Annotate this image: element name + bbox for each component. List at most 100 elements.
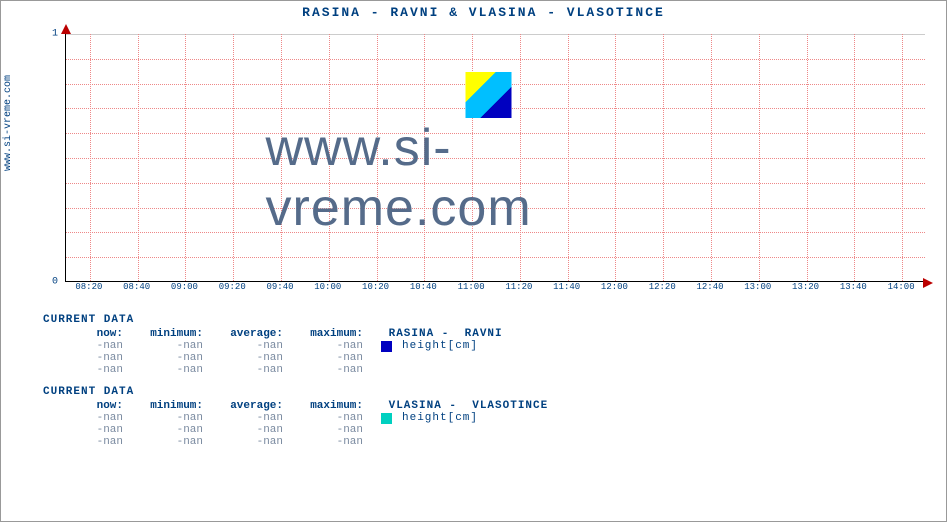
table-cell: -nan — [203, 340, 283, 352]
table-cell: -nan — [283, 424, 363, 436]
table-cell: -nan — [203, 352, 283, 364]
x-tick-label: 09:20 — [219, 282, 246, 292]
table-row: -nan-nan-nan-nan — [43, 424, 936, 436]
table-cell: -nan — [43, 412, 123, 424]
x-gridline — [568, 34, 569, 281]
x-tick-label: 13:40 — [840, 282, 867, 292]
table-cell: -nan — [43, 364, 123, 376]
table-cell: -nan — [123, 412, 203, 424]
x-tick-label: 14:00 — [888, 282, 915, 292]
x-tick-label: 13:00 — [744, 282, 771, 292]
y-minor-gridline — [66, 108, 925, 109]
x-gridline — [233, 34, 234, 281]
x-tick-label: 11:20 — [505, 282, 532, 292]
y-gridline — [66, 34, 925, 35]
x-tick-label: 12:40 — [696, 282, 723, 292]
table-cell: -nan — [123, 352, 203, 364]
table-header-cell: maximum: — [283, 400, 363, 412]
series-name: VLASINA - VLASOTINCE — [381, 400, 548, 412]
metric-label: height[cm] — [381, 340, 478, 352]
table-cell: -nan — [203, 412, 283, 424]
series-label: RASINA - RAVNI — [381, 328, 503, 340]
data-block-heading: CURRENT DATA — [43, 386, 936, 398]
x-tick-label: 10:20 — [362, 282, 389, 292]
x-tick-label: 12:20 — [649, 282, 676, 292]
x-tick-label: 08:40 — [123, 282, 150, 292]
x-gridline — [377, 34, 378, 281]
table-row: -nan-nan-nan-nanheight[cm] — [43, 412, 936, 424]
data-block: CURRENT DATA now:minimum:average:maximum:… — [43, 386, 936, 448]
table-header-cell: maximum: — [283, 328, 363, 340]
x-tick-label: 10:40 — [410, 282, 437, 292]
x-gridline — [759, 34, 760, 281]
x-tick-label: 13:20 — [792, 282, 819, 292]
table-cell: -nan — [123, 436, 203, 448]
y-axis-arrow-icon — [61, 24, 71, 34]
series-swatch-icon — [381, 413, 392, 424]
table-cell: -nan — [43, 436, 123, 448]
x-gridline — [424, 34, 425, 281]
x-tick-label: 10:00 — [314, 282, 341, 292]
table-row: -nan-nan-nan-nan — [43, 436, 936, 448]
chart-title: RASINA - RAVNI & VLASINA - VLASOTINCE — [31, 5, 936, 20]
table-cell: -nan — [283, 412, 363, 424]
x-gridline — [902, 34, 903, 281]
metric-text: height[cm] — [402, 412, 478, 424]
x-gridline — [90, 34, 91, 281]
chart-area: 01 www.si-vreme.com 08:2008:4009:0009:20… — [43, 26, 933, 306]
x-gridline — [807, 34, 808, 281]
table-cell: -nan — [203, 364, 283, 376]
x-gridline — [138, 34, 139, 281]
x-gridline — [520, 34, 521, 281]
plot-area: 01 — [65, 34, 925, 282]
table-cell: -nan — [283, 340, 363, 352]
table-cell: -nan — [203, 424, 283, 436]
y-minor-gridline — [66, 84, 925, 85]
x-gridline — [472, 34, 473, 281]
table-header-cell: minimum: — [123, 328, 203, 340]
x-gridline — [854, 34, 855, 281]
table-cell: -nan — [123, 424, 203, 436]
series-name: RASINA - RAVNI — [381, 328, 503, 340]
y-minor-gridline — [66, 133, 925, 134]
series-label: VLASINA - VLASOTINCE — [381, 400, 548, 412]
x-gridline — [281, 34, 282, 281]
metric-text: height[cm] — [402, 340, 478, 352]
y-minor-gridline — [66, 59, 925, 60]
table-cell: -nan — [283, 436, 363, 448]
metric-label: height[cm] — [381, 412, 478, 424]
data-block-heading: CURRENT DATA — [43, 314, 936, 326]
table-row: -nan-nan-nan-nan — [43, 364, 936, 376]
y-minor-gridline — [66, 257, 925, 258]
x-gridline — [663, 34, 664, 281]
y-minor-gridline — [66, 158, 925, 159]
table-cell: -nan — [43, 424, 123, 436]
table-row: -nan-nan-nan-nanheight[cm] — [43, 340, 936, 352]
x-tick-label: 11:00 — [458, 282, 485, 292]
data-block: CURRENT DATA now:minimum:average:maximum:… — [43, 314, 936, 376]
data-tables: CURRENT DATAnow:minimum:average:maximum:… — [43, 314, 936, 448]
chart-container: www.si-vreme.com RASINA - RAVNI & VLASIN… — [0, 0, 947, 522]
table-cell: -nan — [283, 352, 363, 364]
x-tick-label: 09:00 — [171, 282, 198, 292]
side-label: www.si-vreme.com — [3, 75, 14, 171]
table-cell: -nan — [43, 352, 123, 364]
table-header-cell: now: — [43, 400, 123, 412]
table-header-cell: average: — [203, 400, 283, 412]
x-axis-arrow-icon — [923, 278, 933, 288]
x-gridline — [329, 34, 330, 281]
y-tick-label: 0 — [52, 277, 58, 288]
table-cell: -nan — [203, 436, 283, 448]
table-header-cell: minimum: — [123, 400, 203, 412]
table-cell: -nan — [43, 340, 123, 352]
x-gridline — [615, 34, 616, 281]
y-minor-gridline — [66, 208, 925, 209]
table-header-cell: now: — [43, 328, 123, 340]
y-minor-gridline — [66, 232, 925, 233]
x-gridline — [185, 34, 186, 281]
y-tick-label: 1 — [52, 29, 58, 40]
table-row: -nan-nan-nan-nan — [43, 352, 936, 364]
x-gridline — [711, 34, 712, 281]
table-header-row: now:minimum:average:maximum: RASINA - RA… — [43, 328, 936, 340]
x-tick-label: 08:20 — [75, 282, 102, 292]
